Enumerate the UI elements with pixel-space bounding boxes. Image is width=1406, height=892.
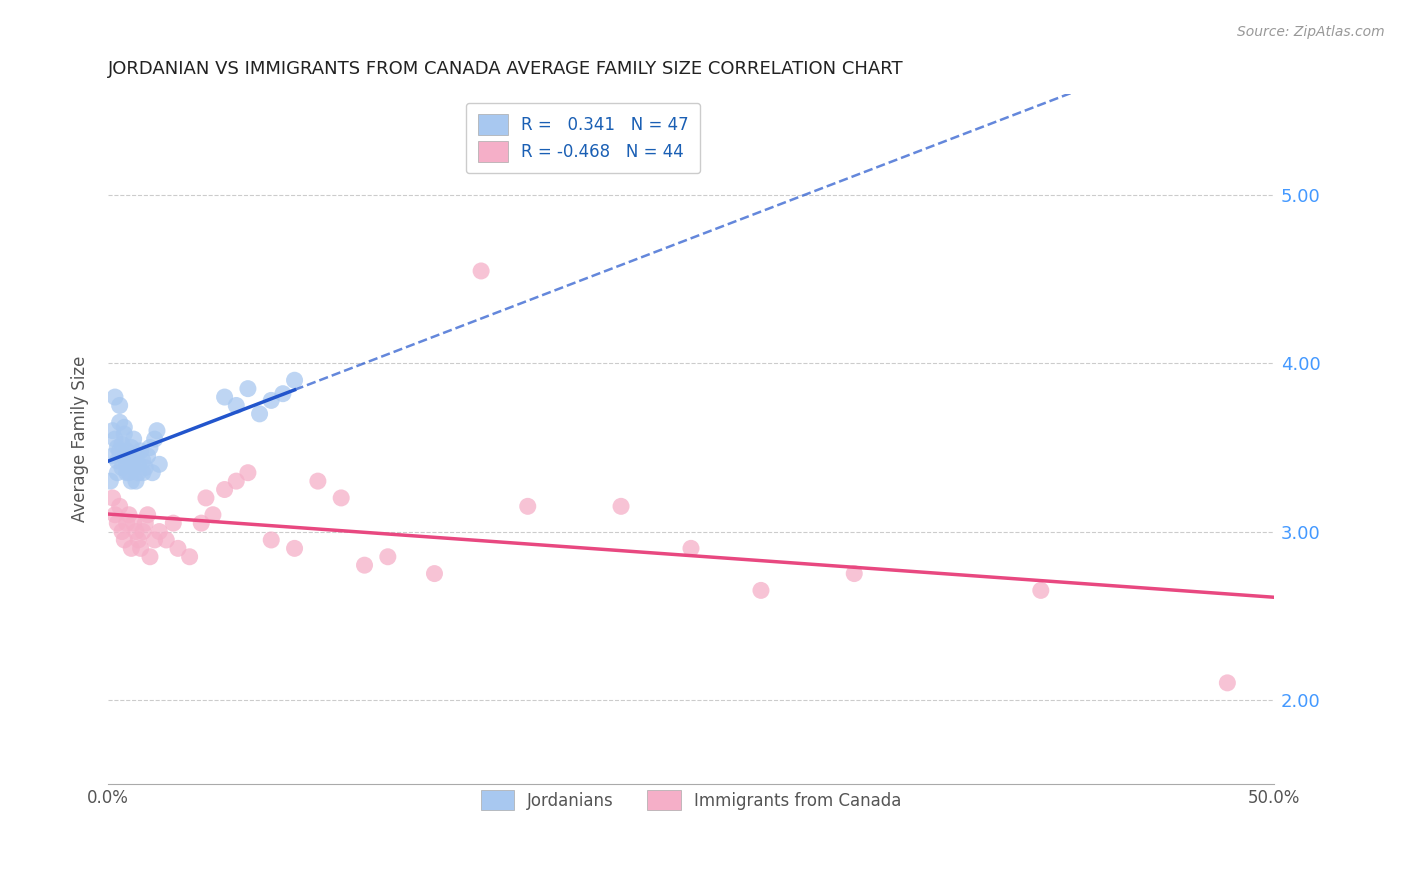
- Point: [120, 474, 142, 488]
- Point: [201, 508, 224, 522]
- Point: [146, 424, 169, 438]
- Point: [125, 524, 148, 539]
- Point: [115, 458, 138, 472]
- Point: [132, 466, 155, 480]
- Point: [120, 441, 142, 455]
- Point: [105, 466, 128, 480]
- Point: [516, 500, 538, 514]
- Point: [112, 533, 135, 547]
- Text: Source: ZipAtlas.com: Source: ZipAtlas.com: [1237, 25, 1385, 39]
- Point: [610, 500, 633, 514]
- Point: [283, 541, 305, 556]
- Point: [108, 415, 131, 429]
- Point: [194, 491, 217, 505]
- Point: [190, 516, 212, 530]
- Point: [115, 516, 138, 530]
- Point: [225, 399, 247, 413]
- Point: [115, 443, 138, 458]
- Point: [214, 390, 236, 404]
- Point: [118, 508, 141, 522]
- Point: [148, 524, 170, 539]
- Point: [353, 558, 375, 573]
- Legend: Jordanians, Immigrants from Canada: Jordanians, Immigrants from Canada: [467, 777, 915, 823]
- Point: [236, 382, 259, 396]
- Point: [115, 466, 138, 480]
- Point: [136, 449, 159, 463]
- Point: [111, 460, 134, 475]
- Point: [377, 549, 399, 564]
- Point: [104, 390, 127, 404]
- Point: [143, 533, 166, 547]
- Point: [167, 541, 190, 556]
- Point: [143, 432, 166, 446]
- Point: [1029, 583, 1052, 598]
- Point: [134, 460, 156, 475]
- Point: [101, 449, 124, 463]
- Point: [112, 449, 135, 463]
- Point: [111, 524, 134, 539]
- Point: [111, 437, 134, 451]
- Point: [105, 441, 128, 455]
- Point: [125, 449, 148, 463]
- Point: [283, 373, 305, 387]
- Point: [120, 454, 142, 468]
- Point: [122, 460, 145, 475]
- Point: [112, 420, 135, 434]
- Point: [249, 407, 271, 421]
- Point: [844, 566, 866, 581]
- Point: [108, 443, 131, 458]
- Point: [134, 516, 156, 530]
- Point: [139, 549, 162, 564]
- Point: [132, 524, 155, 539]
- Point: [139, 441, 162, 455]
- Point: [112, 427, 135, 442]
- Y-axis label: Average Family Size: Average Family Size: [72, 356, 89, 523]
- Point: [260, 393, 283, 408]
- Point: [1216, 676, 1239, 690]
- Point: [122, 432, 145, 446]
- Point: [141, 466, 163, 480]
- Point: [271, 386, 294, 401]
- Point: [127, 458, 149, 472]
- Point: [120, 541, 142, 556]
- Point: [132, 454, 155, 468]
- Text: JORDANIAN VS IMMIGRANTS FROM CANADA AVERAGE FAMILY SIZE CORRELATION CHART: JORDANIAN VS IMMIGRANTS FROM CANADA AVER…: [108, 60, 904, 78]
- Point: [105, 454, 128, 468]
- Point: [136, 508, 159, 522]
- Point: [236, 466, 259, 480]
- Point: [101, 424, 124, 438]
- Point: [679, 541, 702, 556]
- Point: [129, 541, 152, 556]
- Point: [162, 516, 184, 530]
- Point: [104, 432, 127, 446]
- Point: [148, 458, 170, 472]
- Point: [105, 516, 128, 530]
- Point: [118, 466, 141, 480]
- Point: [125, 474, 148, 488]
- Point: [260, 533, 283, 547]
- Point: [225, 474, 247, 488]
- Point: [101, 491, 124, 505]
- Point: [423, 566, 446, 581]
- Point: [127, 533, 149, 547]
- Point: [470, 264, 492, 278]
- Point: [98, 474, 121, 488]
- Point: [122, 516, 145, 530]
- Point: [330, 491, 353, 505]
- Point: [155, 533, 177, 547]
- Point: [179, 549, 201, 564]
- Point: [104, 508, 127, 522]
- Point: [129, 443, 152, 458]
- Point: [108, 399, 131, 413]
- Point: [749, 583, 772, 598]
- Point: [108, 500, 131, 514]
- Point: [127, 466, 149, 480]
- Point: [307, 474, 329, 488]
- Point: [214, 483, 236, 497]
- Point: [118, 449, 141, 463]
